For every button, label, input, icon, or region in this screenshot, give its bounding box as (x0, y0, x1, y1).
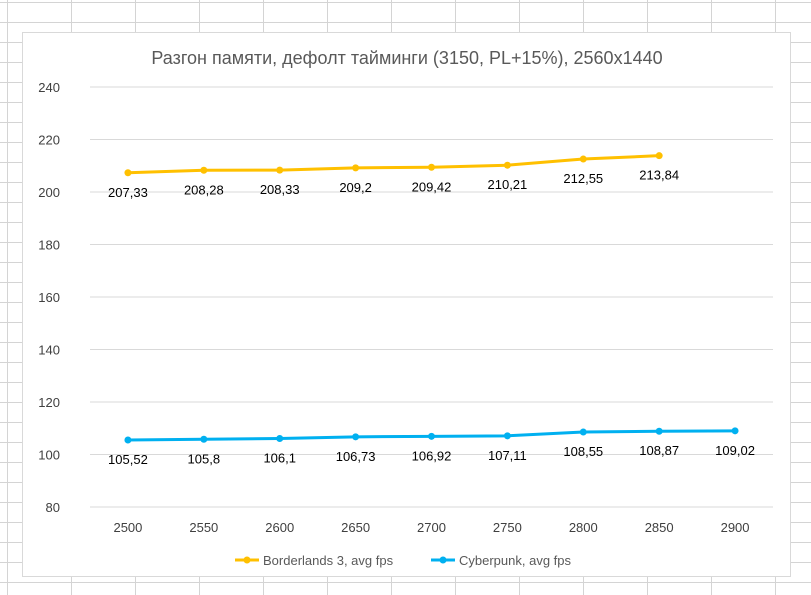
legend-item-2: Cyberpunk, avg fps (431, 553, 572, 568)
data-point (124, 436, 132, 444)
data-point (579, 428, 587, 436)
data-point (276, 166, 284, 174)
data-label: 107,11 (488, 448, 527, 463)
y-axis-ticks: 80 100 120 140 160 180 200 220 240 (38, 80, 60, 515)
series-group: 207,33 208,28 208,33 209,2 209,42 210,21 212,5… (108, 152, 755, 467)
chart-title: Разгон памяти, дефолт тайминги (3150, PL… (151, 48, 662, 68)
gridlines (90, 86, 773, 508)
x-axis-ticks: 2500 2550 2600 2650 2700 2750 2800 2850 2900 (113, 520, 749, 535)
y-tick-label: 240 (38, 80, 60, 95)
x-tick-label: 2700 (417, 520, 446, 535)
data-label: 207,33 (108, 185, 148, 200)
y-tick-label: 200 (38, 185, 60, 200)
legend: Borderlands 3, avg fps Cyberpunk, avg fps (235, 553, 572, 568)
data-point (200, 435, 208, 443)
data-point (503, 432, 511, 440)
y-tick-label: 120 (38, 395, 60, 410)
data-label: 108,55 (563, 444, 603, 459)
x-tick-label: 2800 (569, 520, 598, 535)
series-line (127, 154, 660, 175)
data-point (124, 169, 132, 177)
data-label: 208,33 (260, 182, 300, 197)
data-point (200, 166, 208, 174)
data-label: 106,1 (263, 450, 296, 465)
data-label: 212,55 (563, 171, 603, 186)
data-label: 210,21 (488, 177, 528, 192)
y-tick-label: 180 (38, 238, 60, 253)
data-point (655, 152, 663, 160)
series-1: 207,33 208,28 208,33 209,2 209,42 210,21 212,5… (108, 152, 679, 200)
x-tick-label: 2500 (113, 520, 142, 535)
data-point (352, 164, 360, 172)
legend-label: Borderlands 3, avg fps (263, 553, 394, 568)
x-tick-label: 2900 (721, 520, 750, 535)
data-label: 106,73 (336, 449, 376, 464)
y-tick-label: 220 (38, 133, 60, 148)
y-tick-label: 160 (38, 290, 60, 305)
data-label: 105,52 (108, 452, 148, 467)
data-label: 108,87 (639, 443, 679, 458)
series-2: 105,52 105,8 106,1 106,73 106,92 107,11 108,55… (108, 427, 755, 467)
x-tick-label: 2550 (189, 520, 218, 535)
data-point (731, 427, 739, 435)
data-label: 209,2 (339, 180, 372, 195)
data-point (655, 427, 663, 435)
legend-item-1: Borderlands 3, avg fps (235, 553, 394, 568)
data-point (428, 432, 435, 440)
data-point (503, 161, 511, 169)
data-point (276, 434, 284, 442)
legend-label: Cyberpunk, avg fps (459, 553, 572, 568)
data-point (579, 155, 587, 163)
x-tick-label: 2650 (341, 520, 370, 535)
data-label: 109,02 (715, 443, 755, 458)
x-tick-label: 2750 (493, 520, 522, 535)
y-tick-label: 100 (38, 448, 60, 463)
legend-swatch-marker (243, 556, 251, 564)
data-label: 208,28 (184, 182, 224, 197)
data-label: 106,92 (412, 448, 452, 463)
data-label: 209,42 (412, 179, 452, 194)
x-tick-label: 2850 (645, 520, 674, 535)
y-tick-label: 140 (38, 343, 60, 358)
data-label: 213,84 (639, 168, 679, 183)
data-point (428, 163, 435, 171)
y-tick-label: 80 (46, 500, 60, 515)
legend-swatch-marker (439, 556, 447, 564)
line-chart: Разгон памяти, дефолт тайминги (3150, PL… (38, 48, 773, 568)
data-label: 105,8 (188, 451, 221, 466)
data-point (352, 433, 360, 441)
x-tick-label: 2600 (265, 520, 294, 535)
chart-area: Разгон памяти, дефолт тайминги (3150, PL… (22, 32, 791, 577)
